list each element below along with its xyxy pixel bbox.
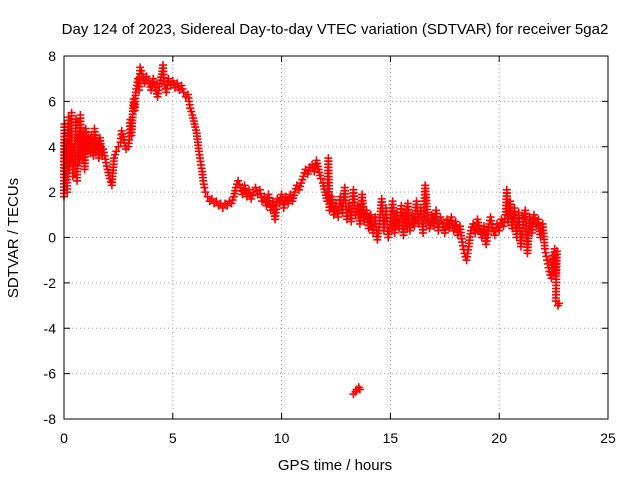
x-tick-labels: 0 5 10 15 20 25: [60, 430, 616, 446]
y-tick-label: -2: [44, 275, 57, 291]
chart-title: Day 124 of 2023, Sidereal Day-to-day VTE…: [62, 21, 609, 38]
data-point: [316, 174, 325, 183]
y-tick-label: -4: [44, 320, 57, 336]
data-point: [218, 204, 227, 213]
data-point: [201, 188, 210, 197]
data-point: [555, 299, 564, 308]
grid: [64, 56, 608, 419]
y-tick-label: 2: [48, 184, 56, 200]
data-point: [203, 192, 212, 201]
x-tick-label: 20: [491, 430, 507, 446]
data-point: [212, 197, 221, 206]
y-tick-label: 4: [48, 139, 56, 155]
y-tick-label: 0: [48, 230, 56, 246]
y-tick-label: 6: [48, 93, 56, 109]
data-point: [207, 194, 216, 203]
data-point: [63, 188, 72, 197]
y-tick-labels: -8 -6 -4 -2 0 2 4 6 8: [44, 48, 57, 427]
y-axis-label: SDTVAR / TECUs: [5, 178, 22, 298]
data-point: [71, 115, 80, 124]
data-point: [179, 88, 188, 97]
y-tick-label: 8: [48, 48, 56, 64]
data-point: [112, 147, 121, 156]
x-tick-label: 10: [274, 430, 290, 446]
plot-frame: [63, 55, 609, 420]
y-tick-label: -8: [44, 411, 57, 427]
x-tick-label: 0: [60, 430, 68, 446]
data-point: [142, 72, 151, 81]
data-points: [60, 61, 564, 399]
x-axis-label: GPS time / hours: [278, 457, 392, 474]
data-point: [114, 142, 123, 151]
x-tick-label: 15: [383, 430, 399, 446]
y-tick-label: -6: [44, 366, 57, 382]
data-point: [67, 108, 76, 117]
x-tick-label: 5: [169, 430, 177, 446]
data-point: [200, 183, 209, 192]
data-point: [223, 201, 232, 210]
data-point: [355, 385, 364, 394]
x-tick-label: 25: [600, 430, 616, 446]
